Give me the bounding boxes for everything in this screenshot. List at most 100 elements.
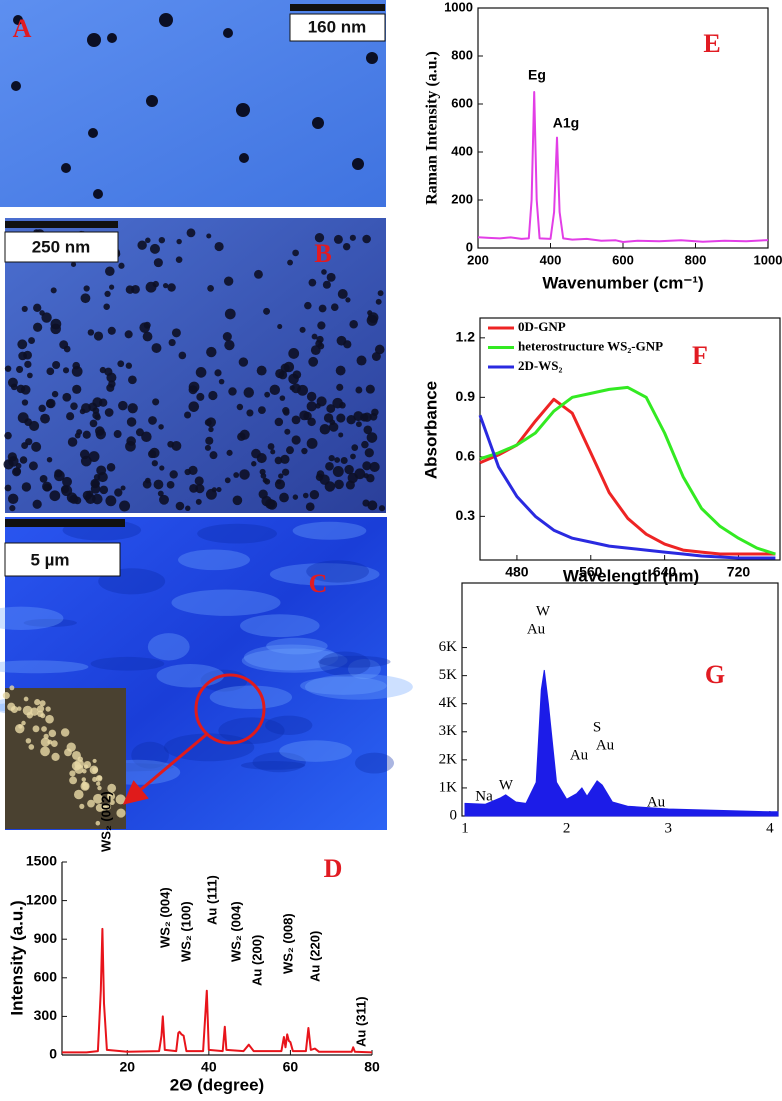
particle	[74, 432, 81, 439]
particle	[308, 356, 319, 367]
y-tick-label: 1.2	[456, 329, 476, 345]
particle	[99, 366, 107, 374]
y-tick-label: 3K	[439, 723, 458, 739]
particle	[88, 128, 98, 138]
texture	[92, 767, 99, 774]
texture	[279, 740, 352, 762]
texture	[95, 820, 101, 826]
particle	[104, 290, 111, 298]
particle	[291, 435, 301, 445]
texture	[304, 673, 413, 700]
texture	[34, 699, 41, 706]
annotation: W	[536, 603, 551, 619]
particle	[25, 438, 33, 446]
texture	[115, 794, 126, 805]
x-tick-label: 20	[119, 1059, 135, 1075]
particle	[148, 416, 157, 425]
texture	[28, 744, 35, 750]
particle	[283, 361, 295, 373]
y-axis-title: Absorbance	[421, 381, 440, 479]
y-axis-title: Raman Intensity (a.u.)	[424, 51, 441, 205]
particle	[326, 272, 336, 282]
particle	[288, 348, 300, 359]
texture	[40, 737, 50, 747]
texture	[0, 660, 89, 674]
y-tick-label: 800	[451, 47, 473, 62]
texture	[73, 789, 84, 800]
particle	[325, 461, 334, 471]
particle	[141, 431, 152, 442]
particle	[206, 233, 212, 239]
particle	[355, 421, 362, 428]
particle	[365, 384, 375, 394]
particle	[27, 372, 33, 379]
particle	[11, 81, 21, 91]
particle	[275, 368, 285, 379]
texture	[25, 738, 32, 744]
particles-a	[11, 13, 378, 199]
panel-label: E	[703, 29, 720, 58]
particle	[157, 490, 164, 497]
texture	[116, 808, 126, 818]
texture	[209, 685, 293, 709]
texture	[319, 651, 371, 677]
texture	[197, 523, 277, 544]
particle	[363, 473, 369, 479]
particle	[85, 493, 96, 504]
particle	[118, 262, 125, 269]
y-tick-label: 200	[451, 191, 473, 206]
particle	[323, 413, 334, 423]
texture	[69, 776, 78, 785]
texture	[69, 770, 76, 777]
annotation: Au (220)	[307, 931, 322, 982]
particle	[330, 303, 339, 312]
particle	[246, 409, 254, 417]
texture	[131, 741, 170, 769]
particle	[301, 447, 308, 455]
particle	[61, 163, 71, 173]
particle	[128, 375, 137, 385]
texture	[21, 720, 26, 726]
particle	[82, 430, 91, 439]
particle	[239, 153, 249, 163]
particle	[333, 234, 343, 244]
particle	[169, 470, 178, 479]
texture	[218, 717, 285, 744]
particle	[176, 238, 182, 245]
texture	[7, 702, 16, 711]
y-tick-label: 1500	[26, 853, 57, 869]
particle	[302, 492, 309, 499]
texture	[354, 752, 395, 774]
particle	[41, 312, 52, 323]
texture	[147, 633, 190, 661]
particle	[332, 397, 343, 409]
particle	[79, 449, 90, 460]
particle	[153, 258, 163, 268]
y-tick-label: 2K	[439, 751, 458, 767]
particle	[228, 387, 237, 396]
particle	[119, 500, 131, 512]
particle	[279, 492, 289, 503]
x-tick-label: 2	[563, 820, 571, 836]
particle	[342, 242, 351, 251]
particle	[159, 465, 165, 471]
particle	[184, 468, 191, 476]
particle	[297, 384, 309, 396]
x-tick-label: 80	[364, 1059, 380, 1075]
particle	[345, 297, 351, 303]
particle	[239, 469, 250, 480]
particle	[107, 326, 116, 335]
particle	[72, 384, 82, 394]
particle	[269, 384, 281, 396]
texture	[265, 715, 313, 735]
particle	[214, 369, 222, 377]
particle	[70, 261, 77, 268]
particle	[364, 448, 374, 458]
particle	[93, 189, 103, 199]
particle	[287, 259, 293, 266]
particle	[349, 319, 358, 329]
particle	[118, 400, 128, 411]
annotation: W	[499, 777, 514, 793]
particle	[59, 340, 69, 350]
